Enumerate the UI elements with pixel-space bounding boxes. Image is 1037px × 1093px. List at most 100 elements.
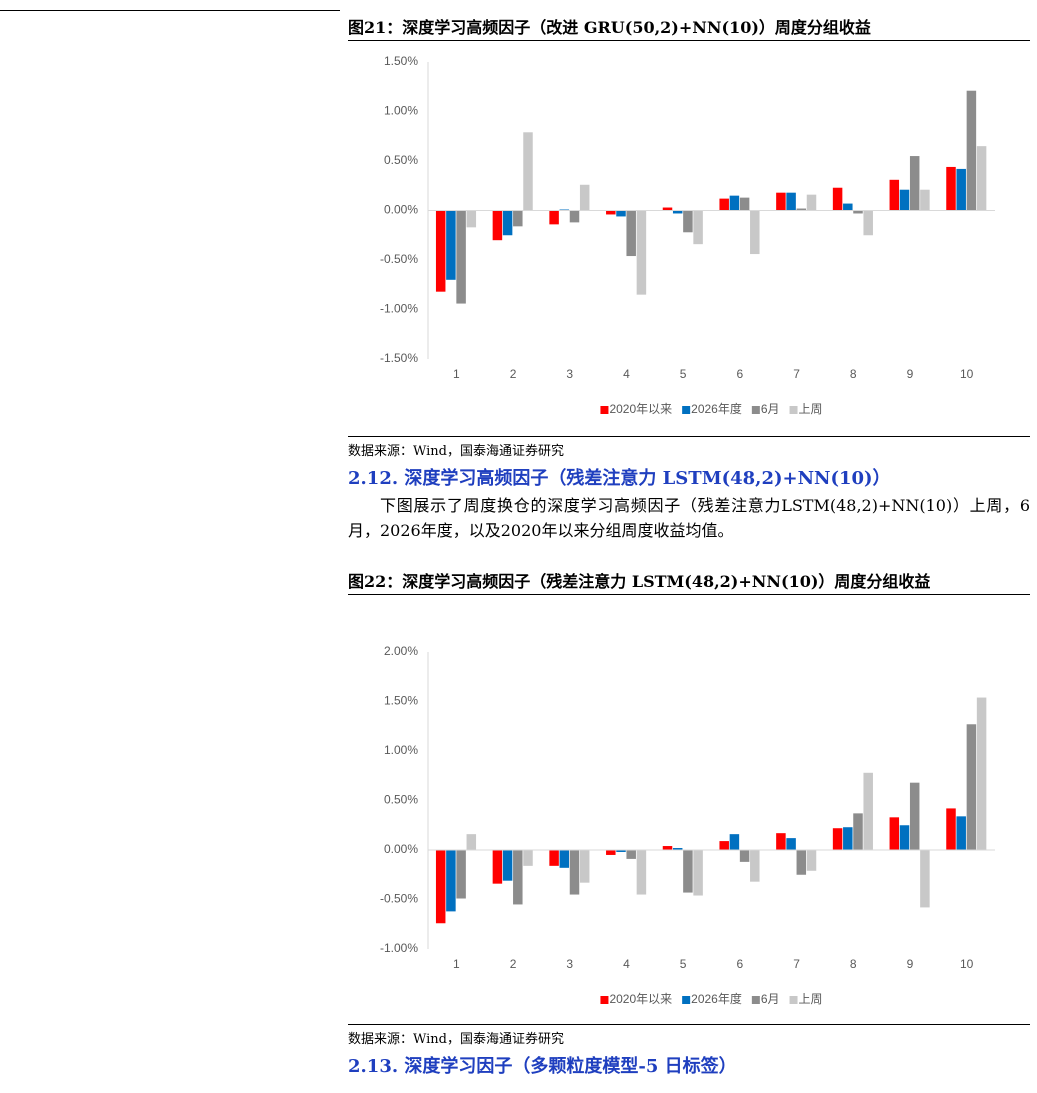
y-tick-label: 0.00%: [384, 203, 418, 217]
figure-source: 数据来源：Wind，国泰海通证券研究: [348, 436, 1030, 459]
bar: [806, 194, 817, 211]
y-tick-label: -1.50%: [380, 351, 418, 365]
bar: [786, 192, 796, 211]
y-tick-label: 1.00%: [384, 104, 418, 118]
bar: [616, 850, 626, 852]
bar: [662, 846, 673, 850]
legend: 2020年以来 2026年度 6月 上周: [600, 991, 823, 1006]
bar: [456, 850, 466, 899]
x-tick-label: 6: [737, 367, 744, 381]
bar: [549, 850, 559, 866]
bar: [832, 187, 843, 211]
bar: [446, 210, 456, 280]
y-tick-label: 1.00%: [384, 743, 418, 757]
x-tick-label: 5: [680, 367, 687, 381]
bar: [569, 210, 580, 223]
bar: [492, 850, 503, 884]
bar: [889, 179, 900, 211]
legend-label: 上周: [799, 992, 823, 1006]
bar: [672, 210, 683, 214]
bar: [626, 210, 636, 257]
bar: [863, 210, 873, 236]
x-tick-label: 5: [680, 957, 687, 971]
bar: [492, 210, 503, 241]
bar: [776, 192, 786, 211]
y-tick-label: 1.50%: [384, 54, 418, 68]
bar: [626, 850, 636, 859]
bar: [616, 210, 626, 217]
bar: [435, 210, 446, 292]
bar: [446, 850, 456, 912]
x-tick-label: 2: [510, 957, 517, 971]
y-tick-label: -1.00%: [380, 302, 418, 316]
bar: [729, 195, 740, 211]
legend-swatch: [600, 996, 609, 1004]
bar: [523, 132, 533, 211]
y-tick-label: 1.50%: [384, 694, 418, 708]
x-tick-label: 3: [566, 957, 573, 971]
bar: [719, 198, 729, 211]
legend-swatch: [789, 996, 798, 1004]
bar: [729, 834, 740, 850]
bar: [693, 850, 703, 896]
y-tick-label: 0.50%: [384, 793, 418, 807]
x-tick-label: 6: [737, 957, 744, 971]
bar: [976, 146, 987, 211]
bar: [899, 189, 910, 211]
bar: [513, 850, 523, 905]
legend-label: 6月: [761, 992, 780, 1006]
bar: [920, 189, 930, 211]
legend-label: 2026年度: [691, 401, 742, 416]
bar: [909, 782, 920, 850]
legend-swatch: [682, 996, 691, 1004]
bar: [549, 210, 559, 225]
x-tick-label: 8: [850, 957, 857, 971]
bar: [976, 697, 987, 850]
y-tick-label: -1.00%: [380, 941, 418, 955]
bar: [966, 724, 977, 850]
legend-swatch: [682, 406, 691, 414]
y-tick-label: 0.00%: [384, 842, 418, 856]
x-tick-label: 1: [453, 367, 460, 381]
bar: [569, 850, 580, 895]
bar: [899, 825, 910, 850]
x-tick-label: 3: [566, 367, 573, 381]
bar: [456, 210, 466, 304]
bar: [863, 772, 873, 850]
legend-swatch: [600, 406, 609, 414]
figure-title: 图22：深度学习高频因子（残差注意力 LSTM(48,2)+NN(10)）周度分…: [348, 570, 1030, 595]
x-tick-label: 2: [510, 367, 517, 381]
legend-label: 上周: [799, 402, 823, 416]
bar: [683, 850, 693, 893]
bar: [853, 813, 863, 850]
bar: [750, 850, 760, 882]
bar: [719, 841, 729, 850]
bar: [796, 850, 807, 875]
bar: [796, 208, 807, 211]
bar: [843, 827, 853, 850]
bar: [946, 166, 956, 211]
bar: [579, 184, 590, 211]
bar: [466, 210, 477, 228]
legend-swatch: [751, 996, 760, 1004]
legend-swatch: [751, 406, 760, 414]
bar: [502, 850, 513, 881]
bar: [956, 816, 966, 850]
bar: [579, 850, 590, 883]
paragraph: 下图展示了周度换仓的深度学习高频因子（残差注意力LSTM(48,2)+NN(10…: [348, 496, 1030, 540]
bar: [523, 850, 533, 866]
x-tick-label: 9: [907, 367, 914, 381]
y-tick-label: 0.50%: [384, 153, 418, 167]
legend-label: 2020年以来: [609, 402, 672, 416]
x-tick-label: 7: [793, 367, 800, 381]
bar: [662, 207, 673, 211]
x-tick-label: 7: [793, 957, 800, 971]
x-tick-label: 9: [907, 957, 914, 971]
x-tick-label: 10: [960, 957, 974, 971]
x-tick-label: 10: [960, 367, 974, 381]
bar: [739, 197, 750, 211]
y-tick-label: -0.50%: [380, 252, 418, 266]
bar: [502, 210, 513, 236]
bar: [606, 850, 616, 855]
section-heading: 2.13. 深度学习因子（多颗粒度模型-5 日标签）: [348, 1056, 737, 1077]
